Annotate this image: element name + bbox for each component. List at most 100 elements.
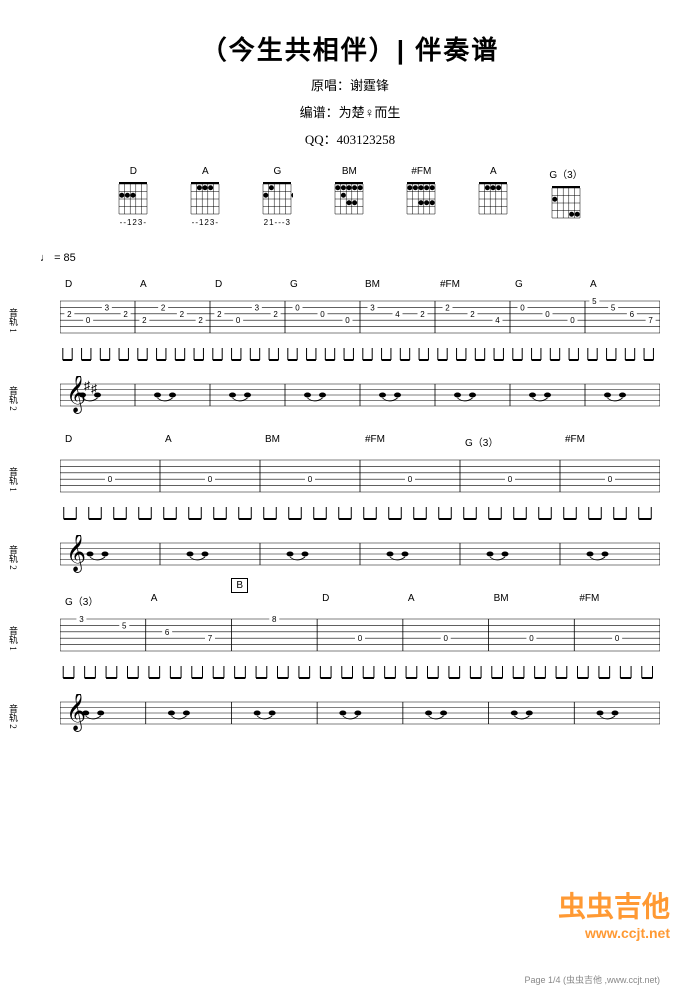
qq-label: QQ： xyxy=(305,132,337,147)
chord-label: #FM xyxy=(579,593,665,608)
chord-grid xyxy=(550,184,582,220)
track-label-notation: 音轨 2 xyxy=(7,545,20,570)
track-label-tab: 音轨 1 xyxy=(7,626,20,651)
chord-label: BM xyxy=(265,434,365,449)
chord-grid xyxy=(477,180,509,216)
chord-label: BM xyxy=(494,593,580,608)
svg-text:0: 0 xyxy=(545,310,550,319)
watermark-logo: 虫虫吉他 xyxy=(558,885,670,925)
svg-text:2: 2 xyxy=(180,310,185,319)
chord-label: BM xyxy=(365,279,440,290)
header: （今生共相伴）| 伴奏谱 原唱：谢霆锋 编谱：为楚♀而生 QQ：40312325… xyxy=(0,0,700,148)
svg-text:2: 2 xyxy=(445,303,450,312)
chord-grid xyxy=(405,180,437,216)
svg-text:0: 0 xyxy=(408,475,413,484)
page-footer: Page 1/4 (虫虫吉他 ,www.ccjt.net) xyxy=(0,973,700,986)
tab-staff: 2032222220320003422240005567 xyxy=(60,293,665,346)
track-label-tab: 音轨 1 xyxy=(7,308,20,333)
tempo-marking: ♩ = 85 xyxy=(40,252,700,264)
track-label-notation: 音轨 2 xyxy=(7,386,20,411)
song-title: （今生共相伴）| 伴奏谱 xyxy=(0,30,700,67)
svg-text:5: 5 xyxy=(611,303,616,312)
svg-text:♯: ♯ xyxy=(84,379,90,393)
chord-label: A xyxy=(590,279,665,290)
chord-label: D xyxy=(65,279,140,290)
chord-diagram: #FM xyxy=(405,166,437,227)
chord-name: A xyxy=(189,166,221,177)
chord-name: BM xyxy=(333,166,365,177)
svg-text:7: 7 xyxy=(648,316,653,325)
svg-text:5: 5 xyxy=(592,297,597,306)
chord-diagram: A --123- xyxy=(189,166,221,227)
svg-text:0: 0 xyxy=(236,316,241,325)
chord-label: #FM xyxy=(440,279,515,290)
chord-label: D xyxy=(322,593,408,608)
svg-text:0: 0 xyxy=(358,634,363,643)
svg-text:3: 3 xyxy=(370,303,375,312)
notation-staff: 𝄞♯♯ xyxy=(60,376,665,419)
svg-text:2: 2 xyxy=(470,310,475,319)
svg-text:6: 6 xyxy=(630,310,635,319)
svg-text:0: 0 xyxy=(570,316,575,325)
track-label-tab: 音轨 1 xyxy=(7,467,20,492)
svg-text:2: 2 xyxy=(420,310,425,319)
svg-text:𝄞: 𝄞 xyxy=(66,535,86,573)
tab-system: DABM#FMG（3）#FM 音轨 1 000000 音轨 2 𝄞 xyxy=(35,434,665,578)
svg-text:0: 0 xyxy=(86,316,91,325)
chord-grid xyxy=(261,180,293,216)
transcriber-line: 编谱：为楚♀而生 xyxy=(0,102,700,121)
chord-name: A xyxy=(477,166,509,177)
chord-diagrams-row: D --123- A --123- G 21---3 BM #FM A G（3） xyxy=(0,166,700,227)
original-singer: 谢霆锋 xyxy=(350,78,389,93)
chord-label: G（3） xyxy=(65,593,151,608)
svg-text:4: 4 xyxy=(395,310,400,319)
svg-text:7: 7 xyxy=(208,634,213,643)
notation-staff: 𝄞 xyxy=(60,535,665,578)
chord-label: G xyxy=(515,279,590,290)
svg-text:3: 3 xyxy=(255,303,260,312)
svg-text:5: 5 xyxy=(122,621,127,630)
svg-text:8: 8 xyxy=(272,615,277,624)
original-singer-label: 原唱： xyxy=(311,78,350,93)
watermark: 虫虫吉他 www.ccjt.net xyxy=(558,885,670,941)
chord-label: A xyxy=(408,593,494,608)
footer-text: Page 1/4 (虫虫吉他 ,www.ccjt.net) xyxy=(524,975,660,985)
chord-label: A xyxy=(151,593,237,608)
tab-staff: 356780000 xyxy=(60,611,665,664)
rhythm-pattern xyxy=(60,664,665,682)
svg-text:0: 0 xyxy=(529,634,534,643)
chord-grid xyxy=(189,180,221,216)
svg-text:0: 0 xyxy=(208,475,213,484)
svg-text:2: 2 xyxy=(123,310,128,319)
tab-system: DADGBM#FMGA 音轨 1 20322222203200034222400… xyxy=(35,279,665,419)
notation-staff: 𝄞 xyxy=(60,694,665,737)
svg-text:0: 0 xyxy=(608,475,613,484)
chord-labels-row: DABM#FMG（3）#FM xyxy=(35,434,665,449)
svg-text:0: 0 xyxy=(615,634,620,643)
rhythm-pattern xyxy=(60,505,665,523)
chord-diagram: G（3） xyxy=(549,166,582,227)
chord-grid xyxy=(117,180,149,216)
svg-text:0: 0 xyxy=(320,310,325,319)
watermark-url: www.ccjt.net xyxy=(558,925,670,941)
tab-staff: 000000 xyxy=(60,452,665,505)
chord-diagram: G 21---3 xyxy=(261,166,293,227)
chord-label: D xyxy=(215,279,290,290)
chord-label: #FM xyxy=(565,434,665,449)
chord-fingering: 21---3 xyxy=(261,218,293,227)
svg-text:2: 2 xyxy=(273,310,278,319)
svg-text:2: 2 xyxy=(161,303,166,312)
systems-container: DADGBM#FMGA 音轨 1 20322222203200034222400… xyxy=(0,279,700,737)
chord-name: G xyxy=(261,166,293,177)
svg-text:3: 3 xyxy=(105,303,110,312)
qq-number: 403123258 xyxy=(337,132,396,147)
tempo-note-icon: ♩ xyxy=(40,252,51,264)
qq-line: QQ：403123258 xyxy=(0,129,700,148)
chord-label: A xyxy=(140,279,215,290)
track-label-notation: 音轨 2 xyxy=(7,704,20,729)
tempo-value: = 85 xyxy=(54,252,76,264)
chord-labels-row: DADGBM#FMGA xyxy=(35,279,665,290)
tab-system: B G（3）ADABM#FM 音轨 1 356780000 音轨 2 𝄞 xyxy=(35,593,665,737)
svg-text:0: 0 xyxy=(520,303,525,312)
chord-labels-row: G（3）ADABM#FM xyxy=(35,593,665,608)
